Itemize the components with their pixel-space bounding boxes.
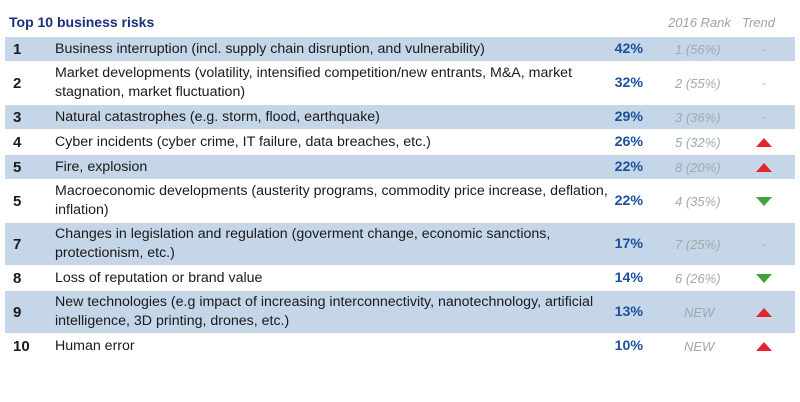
table-header: Top 10 business risks 2016 Rank Trend (5, 0, 795, 37)
row-2016-rank: 2 (55%) (675, 75, 721, 91)
row-2016-rank: 3 (36%) (675, 109, 721, 125)
trend-dash: - (762, 110, 766, 124)
trend-up-icon (756, 341, 772, 351)
row-percent: 13% (614, 304, 643, 320)
row-percent: 22% (614, 159, 643, 175)
row-risk: Market developments (volatility, intensi… (55, 65, 573, 100)
row-2016-rank: NEW (684, 338, 715, 354)
table-title: Top 10 business risks (9, 14, 155, 30)
row-percent: 14% (614, 270, 643, 286)
row-percent: 26% (614, 134, 643, 150)
trend-cell: - (750, 37, 778, 61)
row-2016-rank: NEW (684, 304, 715, 320)
row-rank: 10 (13, 337, 30, 355)
column-header-2016-rank: 2016 Rank (668, 15, 731, 30)
trend-cell: - (750, 223, 778, 265)
row-risk: Natural catastrophes (e.g. storm, flood,… (55, 108, 380, 125)
trend-cell (750, 266, 778, 290)
row-rank: 8 (13, 269, 22, 287)
row-percent: 32% (614, 75, 643, 91)
row-rank: 1 (13, 40, 22, 58)
row-risk: Fire, explosion (55, 158, 148, 175)
row-percent: 10% (614, 338, 643, 354)
trend-cell: - (750, 105, 778, 129)
row-risk: Human error (55, 337, 135, 354)
row-rank: 9 (13, 303, 22, 321)
trend-down-icon (756, 273, 772, 283)
row-2016-rank: 7 (25%) (675, 236, 721, 252)
trend-cell (750, 180, 778, 222)
risk-table: Top 10 business risks 2016 Rank Trend 1 … (5, 0, 795, 359)
row-percent: 22% (614, 193, 643, 209)
trend-dash: - (762, 76, 766, 90)
table-row: 10 Human error 10% NEW (5, 334, 795, 359)
row-risk: Macroeconomic developments (austerity pr… (55, 183, 608, 218)
trend-cell (750, 291, 778, 333)
row-rank: 4 (13, 133, 22, 151)
row-2016-rank: 6 (26%) (675, 270, 721, 286)
row-2016-rank: 4 (35%) (675, 193, 721, 209)
table-row: 5 Fire, explosion 22% 8 (20%) (5, 155, 795, 180)
row-risk: Changes in legislation and regulation (g… (55, 226, 551, 261)
table-row: 9 New technologies (e.g impact of increa… (5, 291, 795, 334)
table-row: 1 Business interruption (incl. supply ch… (5, 37, 795, 62)
row-percent: 42% (614, 41, 643, 57)
row-rank: 2 (13, 74, 22, 92)
trend-cell (750, 155, 778, 179)
trend-cell: - (750, 62, 778, 104)
trend-down-icon (756, 196, 772, 206)
row-rank: 3 (13, 108, 22, 126)
row-2016-rank: 1 (56%) (675, 41, 721, 57)
row-percent: 29% (614, 109, 643, 125)
row-risk: Loss of reputation or brand value (55, 269, 263, 286)
row-risk: Cyber incidents (cyber crime, IT failure… (55, 133, 431, 150)
table-row: 2 Market developments (volatility, inten… (5, 62, 795, 105)
row-2016-rank: 8 (20%) (675, 159, 721, 175)
table-row: 7 Changes in legislation and regulation … (5, 223, 795, 266)
trend-cell (750, 130, 778, 154)
column-header-trend: Trend (742, 15, 775, 30)
row-percent: 17% (614, 236, 643, 252)
row-2016-rank: 5 (32%) (675, 134, 721, 150)
table-row: 5 Macroeconomic developments (austerity … (5, 180, 795, 223)
row-rank: 5 (13, 158, 22, 176)
table-row: 3 Natural catastrophes (e.g. storm, floo… (5, 105, 795, 130)
row-risk: Business interruption (incl. supply chai… (55, 40, 485, 57)
row-rank: 7 (13, 235, 22, 253)
row-rank: 5 (13, 192, 22, 210)
row-risk: New technologies (e.g impact of increasi… (55, 294, 594, 329)
trend-up-icon (756, 137, 772, 147)
table-row: 4 Cyber incidents (cyber crime, IT failu… (5, 130, 795, 155)
trend-up-icon (756, 307, 772, 317)
trend-up-icon (756, 162, 772, 172)
trend-dash: - (762, 237, 766, 251)
trend-dash: - (762, 42, 766, 56)
table-row: 8 Loss of reputation or brand value 14% … (5, 266, 795, 291)
trend-cell (750, 334, 778, 358)
